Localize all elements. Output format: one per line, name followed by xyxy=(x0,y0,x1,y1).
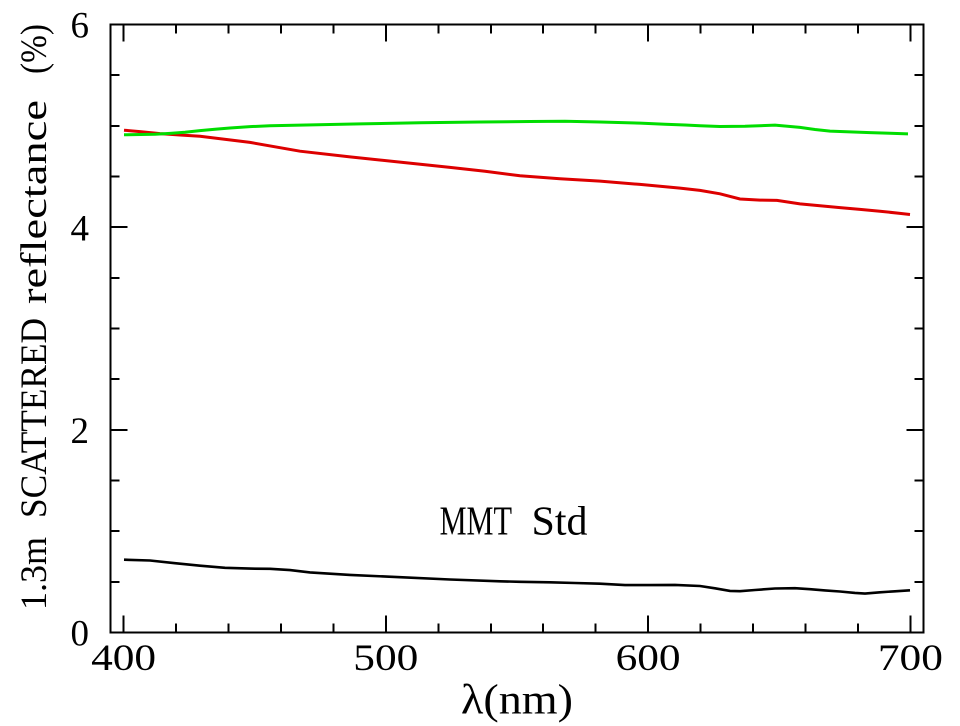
svg-text:0: 0 xyxy=(71,614,90,655)
svg-text:Std: Std xyxy=(532,497,588,543)
svg-text:SCATTERED: SCATTERED xyxy=(14,318,55,518)
svg-text:reflectance: reflectance xyxy=(14,100,55,304)
svg-text:λ(nm): λ(nm) xyxy=(461,677,573,723)
svg-text:600: 600 xyxy=(616,638,681,679)
svg-text:1.3m: 1.3m xyxy=(14,537,55,610)
svg-text:6: 6 xyxy=(71,5,90,46)
svg-text:700: 700 xyxy=(878,638,943,679)
svg-text:500: 500 xyxy=(353,638,418,679)
svg-text:2: 2 xyxy=(71,411,90,452)
svg-text:(%): (%) xyxy=(14,24,55,74)
svg-text:MMT: MMT xyxy=(440,497,512,543)
svg-text:4: 4 xyxy=(71,209,90,250)
svg-text:400: 400 xyxy=(91,638,156,679)
